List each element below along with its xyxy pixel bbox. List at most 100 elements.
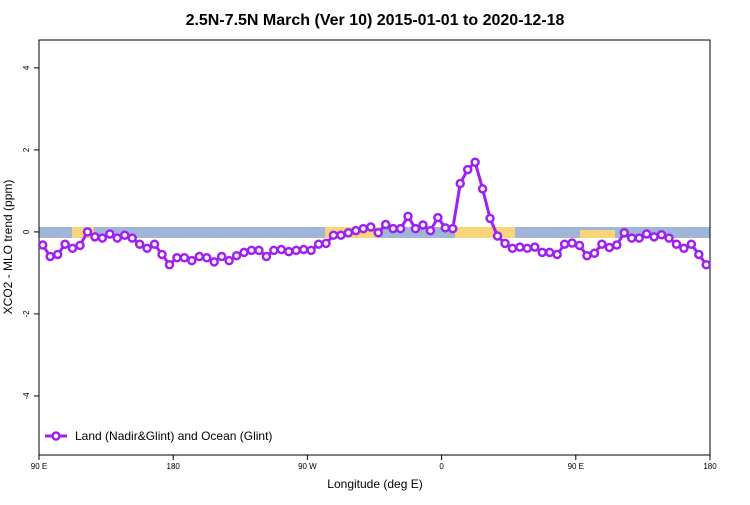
point	[559, 239, 570, 249]
point	[388, 223, 398, 234]
point	[597, 239, 607, 249]
point	[291, 245, 301, 256]
point	[425, 225, 436, 236]
point	[589, 248, 600, 258]
point	[134, 239, 145, 249]
point	[641, 229, 652, 239]
point	[90, 232, 100, 242]
point	[306, 245, 316, 256]
point	[246, 245, 257, 256]
x-axis-label: Longitude (deg E)	[327, 477, 422, 491]
land-band	[455, 227, 515, 238]
y-tick-label: 2	[22, 147, 31, 152]
point	[60, 239, 70, 249]
point	[127, 233, 137, 243]
y-axis-label: XCO2 - MLO trend (ppm)	[1, 180, 15, 315]
point	[410, 223, 421, 234]
y-tick-label: -2	[22, 310, 31, 318]
point	[686, 239, 697, 249]
y-tick-label: 0	[22, 229, 31, 234]
x-tick-label: 180	[167, 462, 181, 471]
point	[626, 233, 637, 243]
y-tick-label: -4	[22, 392, 31, 400]
point	[440, 223, 451, 233]
point	[231, 250, 242, 261]
point	[313, 239, 324, 249]
point	[82, 227, 93, 237]
point	[619, 227, 630, 238]
point	[194, 251, 205, 262]
point	[112, 233, 123, 243]
point	[149, 239, 160, 249]
point	[209, 257, 219, 267]
point	[694, 249, 704, 260]
point	[343, 227, 354, 238]
point	[507, 243, 518, 254]
point	[500, 238, 510, 249]
chart-title: 2.5N-7.5N March (Ver 10) 2015-01-01 to 2…	[186, 12, 565, 29]
legend-marker	[51, 431, 61, 441]
point	[664, 233, 674, 243]
point	[395, 223, 406, 234]
x-tick-label: 0	[439, 462, 444, 471]
point	[298, 244, 309, 255]
point	[37, 240, 48, 250]
point	[157, 249, 167, 260]
point	[679, 243, 689, 254]
point	[634, 233, 644, 243]
point	[52, 249, 63, 260]
point	[67, 243, 78, 254]
legend-label: Land (Nadir&Glint) and Ocean (Glint)	[75, 429, 272, 443]
point	[261, 251, 272, 262]
point	[470, 157, 480, 167]
point	[433, 212, 443, 223]
point	[582, 250, 592, 261]
point	[649, 232, 659, 242]
point	[492, 231, 503, 241]
point	[75, 240, 85, 251]
point	[530, 242, 540, 252]
point	[328, 230, 339, 240]
point	[276, 244, 287, 255]
point	[701, 259, 712, 270]
point	[656, 230, 667, 240]
point	[485, 213, 495, 224]
point	[477, 184, 488, 194]
point	[522, 243, 533, 254]
point	[366, 222, 376, 232]
point	[462, 164, 473, 175]
point	[515, 242, 525, 252]
point	[537, 247, 547, 258]
point	[567, 238, 577, 248]
point	[239, 247, 249, 258]
point	[448, 223, 458, 234]
point	[164, 259, 175, 270]
point	[612, 240, 622, 250]
point	[45, 251, 55, 262]
point	[172, 253, 182, 263]
point	[254, 245, 264, 256]
point	[455, 178, 465, 189]
point	[105, 229, 115, 239]
x-tick-label: 90 E	[568, 462, 584, 471]
point	[373, 227, 383, 238]
x-tick-label: 180	[703, 462, 717, 471]
point	[216, 251, 227, 262]
point	[179, 253, 190, 263]
point	[119, 230, 130, 240]
point	[574, 240, 585, 251]
point	[142, 243, 152, 254]
point	[544, 247, 555, 258]
x-tick-label: 90 W	[298, 462, 317, 471]
point	[202, 253, 212, 263]
point	[380, 219, 391, 230]
land-band	[580, 230, 615, 238]
point	[224, 255, 234, 266]
point	[97, 233, 108, 243]
point	[351, 225, 361, 236]
x-tick-label: 90 E	[31, 462, 47, 471]
point	[358, 223, 369, 234]
point	[187, 255, 197, 266]
point	[269, 245, 279, 256]
